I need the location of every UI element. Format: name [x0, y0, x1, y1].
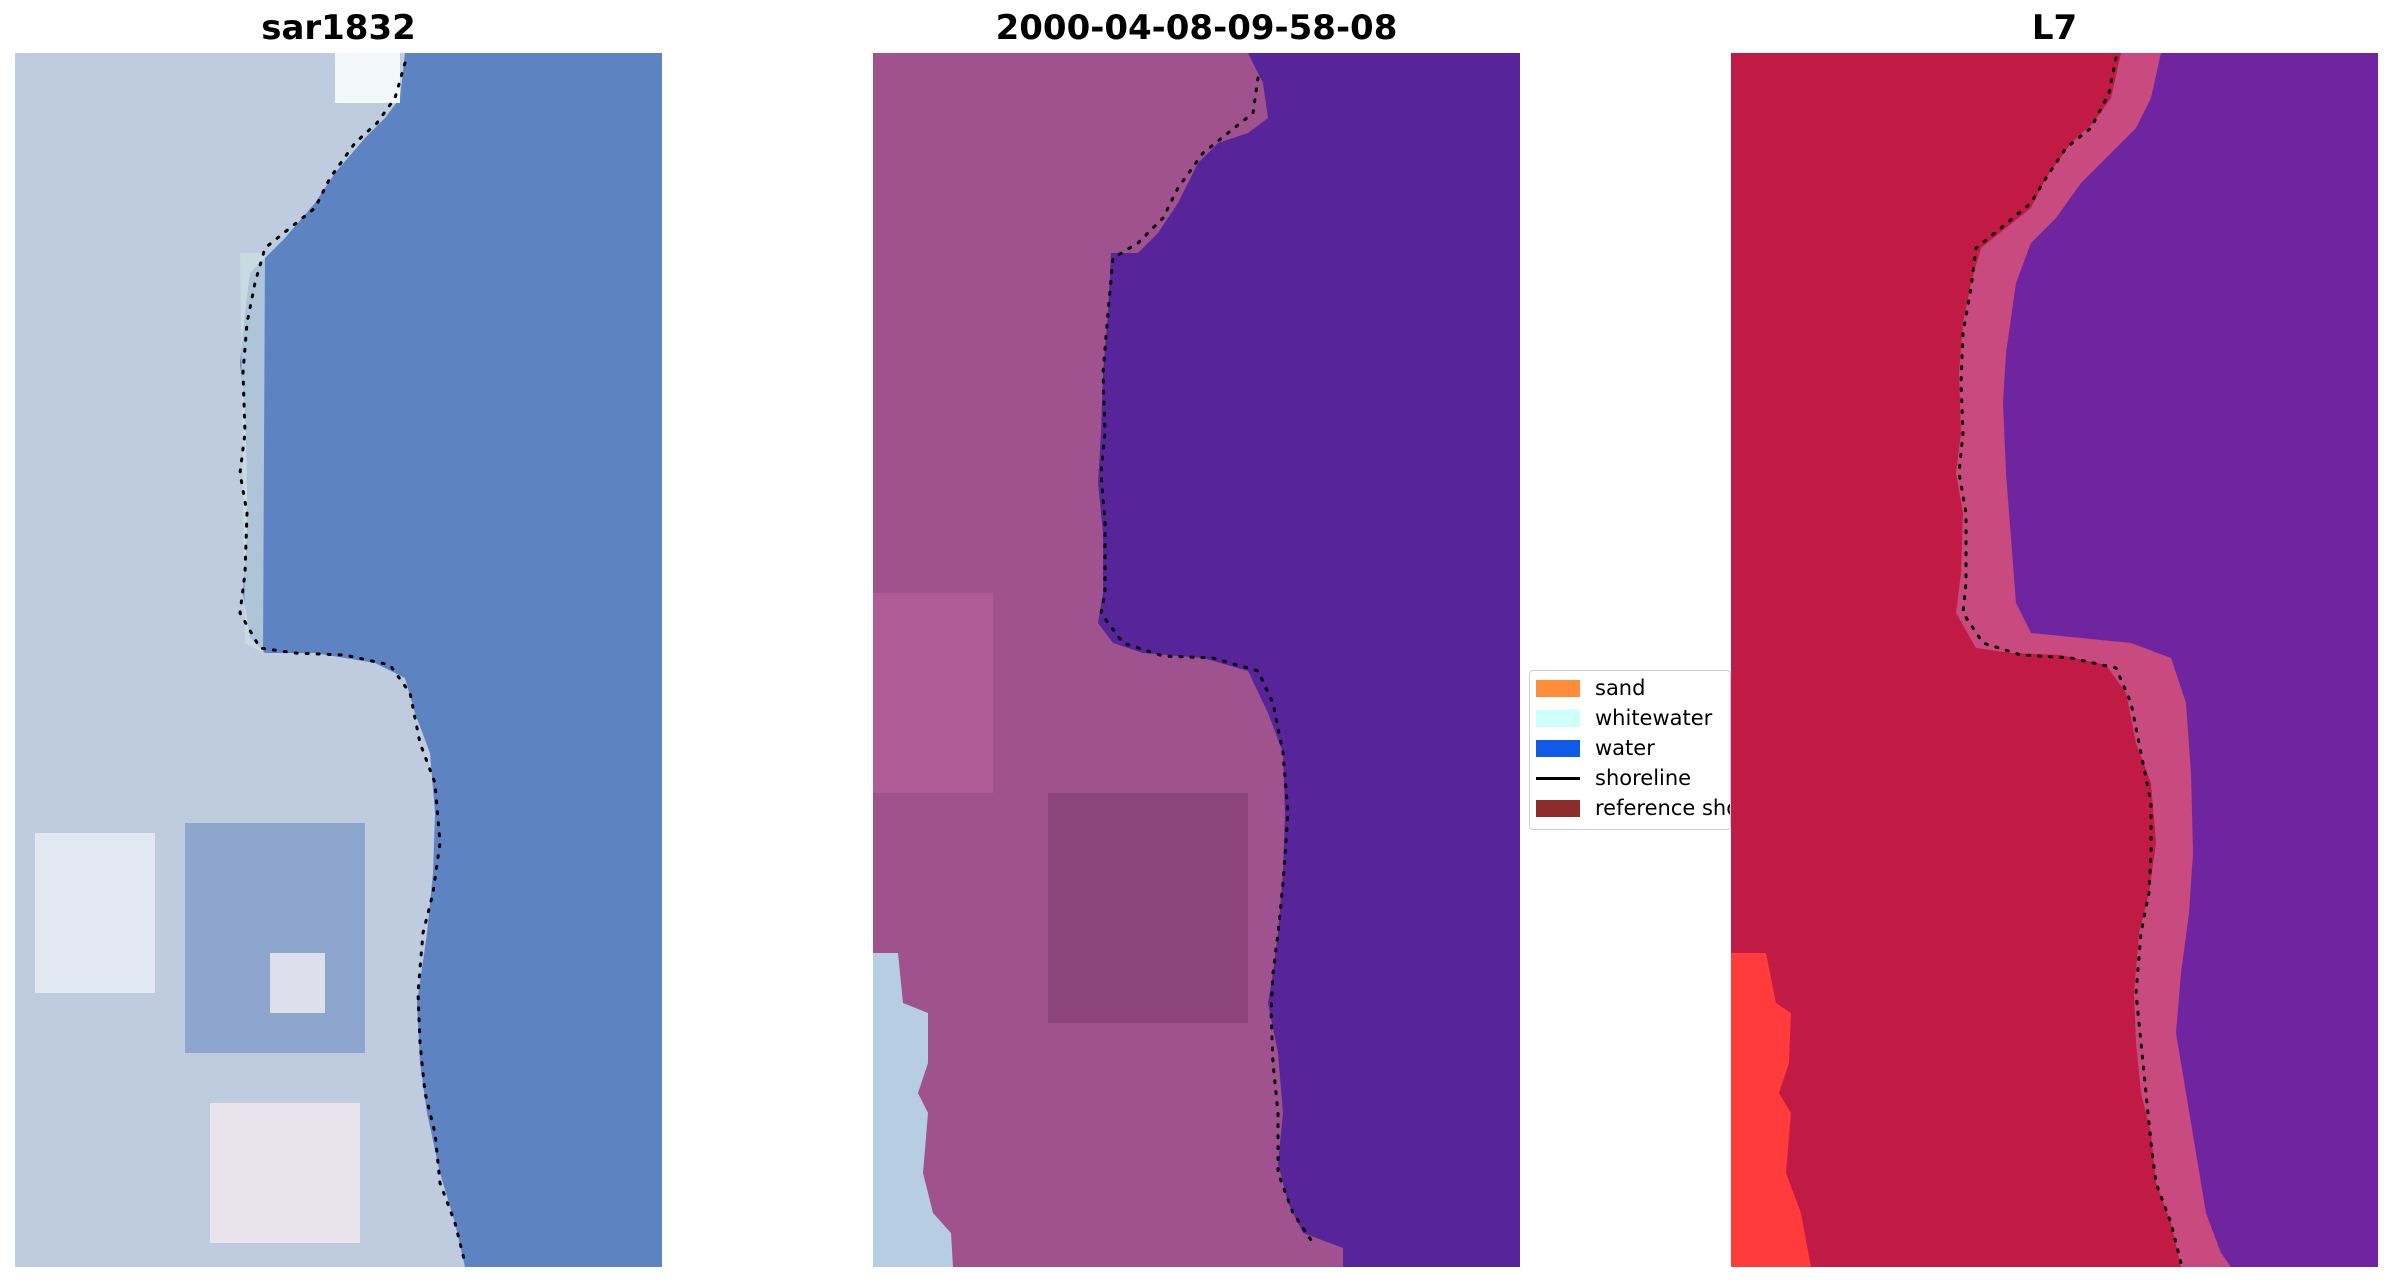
classified-corner: [873, 953, 953, 1267]
legend-item-reference-shoreline: reference shoreline: [1536, 795, 1730, 821]
falsecolor-red-edge: [1731, 953, 1811, 1267]
legend-label-shoreline: shoreline: [1595, 766, 1692, 790]
panel-title-rgb: sar1832: [261, 8, 416, 48]
sand-swatch: [1536, 679, 1580, 697]
rgb-bright-patch-3: [335, 53, 400, 103]
panel-title-classified: 2000-04-08-09-58-08: [995, 8, 1398, 48]
panel-title-falsecolor: L7: [2031, 8, 2078, 48]
falsecolor-image: [1731, 53, 2378, 1267]
legend-item-whitewater: whitewater: [1536, 705, 1712, 731]
classified-dark-area: [1048, 793, 1248, 1023]
legend-label-whitewater: whitewater: [1595, 706, 1713, 730]
rgb-bright-strip: [240, 253, 265, 653]
falsecolor-image-panel: [1731, 53, 2378, 1267]
whitewater-swatch: [1536, 709, 1580, 727]
shoreline-swatch: [1536, 776, 1580, 780]
legend-item-shoreline: shoreline: [1536, 765, 1691, 791]
classified-shoreline: [1099, 76, 1315, 1245]
classified-image: [873, 53, 1520, 1267]
classified-image-panel: [873, 53, 1520, 1267]
rgb-dark-pond: [185, 823, 365, 1053]
water-swatch: [1536, 739, 1580, 757]
rgb-image-panel: [15, 53, 662, 1267]
legend-label-sand: sand: [1595, 676, 1646, 700]
reference-shoreline-swatch: [1536, 799, 1580, 817]
legend-label-water: water: [1595, 736, 1655, 760]
falsecolor-land: [1731, 53, 2181, 1267]
legend-item-sand: sand: [1536, 675, 1645, 701]
falsecolor-shoreline: [1957, 56, 2183, 1265]
rgb-bright-patch-2: [210, 1103, 360, 1243]
classified-light-area: [873, 593, 993, 793]
rgb-bright-patch-1: [35, 833, 155, 993]
legend-item-water: water: [1536, 735, 1655, 761]
rgb-image: [15, 53, 662, 1267]
legend-label-reference-shoreline: reference shoreline: [1595, 796, 1730, 820]
rgb-bright-patch-4: [270, 953, 325, 1013]
legend: sand whitewater water shoreline referenc…: [1529, 670, 1731, 830]
